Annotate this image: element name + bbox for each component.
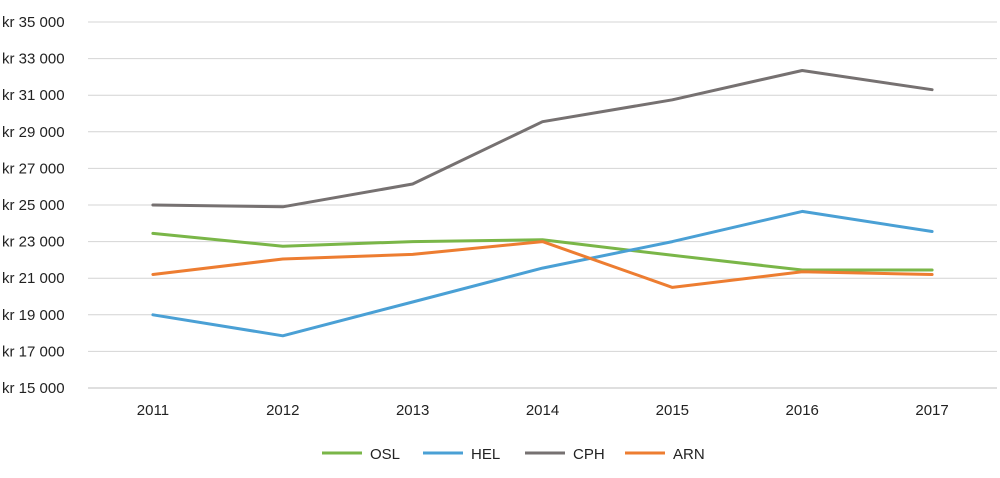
series-line-cph (151, 69, 934, 209)
legend: OSL HEL CPH ARN (322, 446, 705, 463)
x-tick-label: 2015 (656, 402, 689, 419)
y-tick-label: kr 27 000 (2, 160, 65, 177)
y-tick-label: kr 23 000 (2, 234, 65, 251)
y-tick-label: kr 19 000 (2, 307, 65, 324)
x-tick-label: 2016 (786, 402, 819, 419)
x-tick-label: 2017 (915, 402, 948, 419)
x-tick-label: 2013 (396, 402, 429, 419)
legend-label: CPH (573, 446, 605, 463)
series-line-osl (151, 231, 934, 272)
y-axis-tick-labels: kr 15 000 kr 17 000 kr 19 000 kr 21 000 kr 2… (2, 14, 65, 397)
y-tick-label: kr 31 000 (2, 87, 65, 104)
legend-label: OSL (370, 446, 400, 463)
y-tick-label: kr 29 000 (2, 124, 65, 141)
y-tick-label: kr 17 000 (2, 343, 65, 360)
y-tick-label: kr 21 000 (2, 270, 65, 287)
x-tick-label: 2012 (266, 402, 299, 419)
legend-label: HEL (471, 446, 500, 463)
series-line-arn (151, 240, 934, 289)
legend-item-hel: HEL (423, 446, 500, 463)
legend-item-cph: CPH (525, 446, 605, 463)
y-tick-label: kr 35 000 (2, 14, 65, 31)
series-line-hel (151, 209, 934, 338)
series-lines (151, 69, 934, 338)
x-axis-tick-labels: 2011 2012 2013 2014 2015 2016 2017 (137, 402, 949, 419)
y-tick-label: kr 15 000 (2, 380, 65, 397)
y-tick-label: kr 33 000 (2, 51, 65, 68)
x-tick-label: 2011 (137, 402, 169, 419)
x-tick-label: 2014 (526, 402, 559, 419)
legend-item-osl: OSL (322, 446, 400, 463)
legend-label: ARN (673, 446, 705, 463)
legend-item-arn: ARN (625, 446, 705, 463)
y-tick-label: kr 25 000 (2, 197, 65, 214)
